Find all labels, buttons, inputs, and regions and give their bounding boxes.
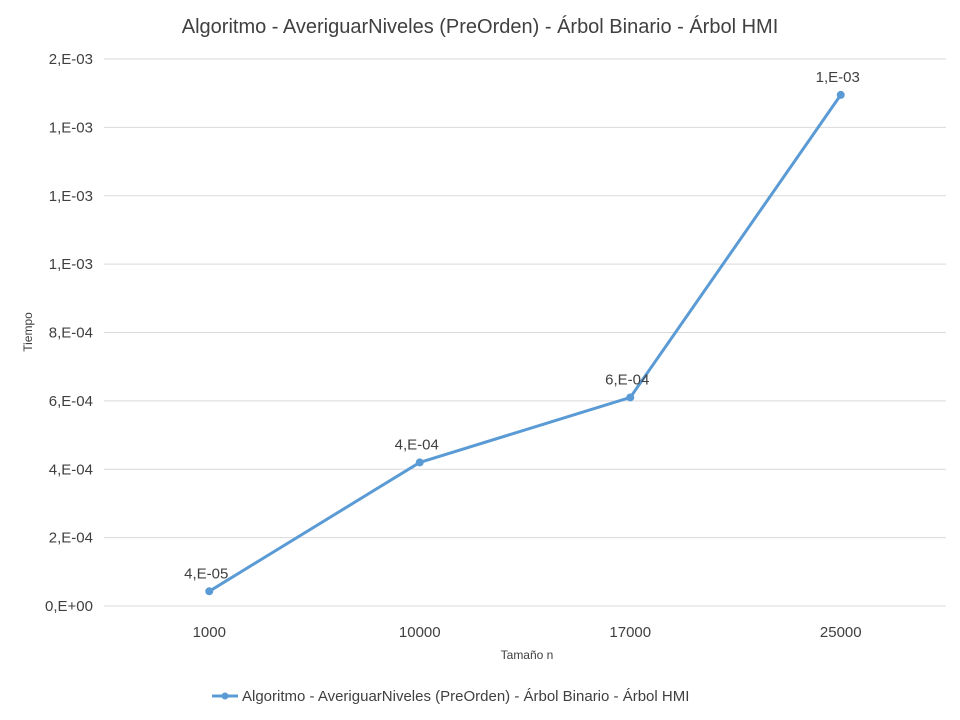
- x-tick-label: 1000: [193, 624, 226, 641]
- data-label: 1,E-03: [816, 69, 860, 86]
- data-point[interactable]: [205, 587, 214, 596]
- y-tick-label: 1,E-03: [49, 188, 93, 205]
- data-point[interactable]: [415, 458, 424, 467]
- y-tick-label: 4,E-04: [49, 461, 93, 478]
- y-tick-label: 0,E+00: [45, 598, 93, 615]
- y-tick-label: 8,E-04: [49, 325, 93, 342]
- legend-label: Algoritmo - AveriguarNiveles (PreOrden) …: [242, 688, 689, 705]
- data-point[interactable]: [836, 90, 845, 99]
- y-tick-label: 2,E-04: [49, 530, 93, 547]
- y-tick-label: 1,E-03: [49, 119, 93, 136]
- x-axis-ticks: 1000 10000 17000 25000: [193, 624, 862, 641]
- y-tick-label: 6,E-04: [49, 393, 93, 410]
- data-point[interactable]: [626, 393, 635, 402]
- x-tick-label: 25000: [820, 624, 862, 641]
- y-tick-label: 2,E-03: [49, 51, 93, 68]
- series-layer: [205, 90, 845, 596]
- y-axis-ticks: 0,E+00 2,E-04 4,E-04 6,E-04 8,E-04 1,E-03 1,E-…: [45, 51, 93, 615]
- legend-point-marker: [221, 692, 229, 700]
- series-line: [208, 94, 842, 593]
- data-label: 4,E-04: [395, 436, 439, 453]
- chart-title: Algoritmo - AveriguarNiveles (PreOrden) …: [182, 15, 779, 38]
- x-tick-label: 10000: [399, 624, 441, 641]
- x-axis-title: Tamaño n: [501, 648, 554, 662]
- legend[interactable]: Algoritmo - AveriguarNiveles (PreOrden) …: [212, 688, 689, 705]
- y-axis-title: Tiempo: [21, 312, 35, 352]
- x-tick-label: 17000: [609, 624, 651, 641]
- y-tick-label: 1,E-03: [49, 256, 93, 273]
- gridlines: [104, 58, 946, 607]
- data-labels: 4,E-05 4,E-04 6,E-04 1,E-03: [184, 69, 860, 582]
- data-label: 4,E-05: [184, 565, 228, 582]
- data-label: 6,E-04: [605, 371, 649, 388]
